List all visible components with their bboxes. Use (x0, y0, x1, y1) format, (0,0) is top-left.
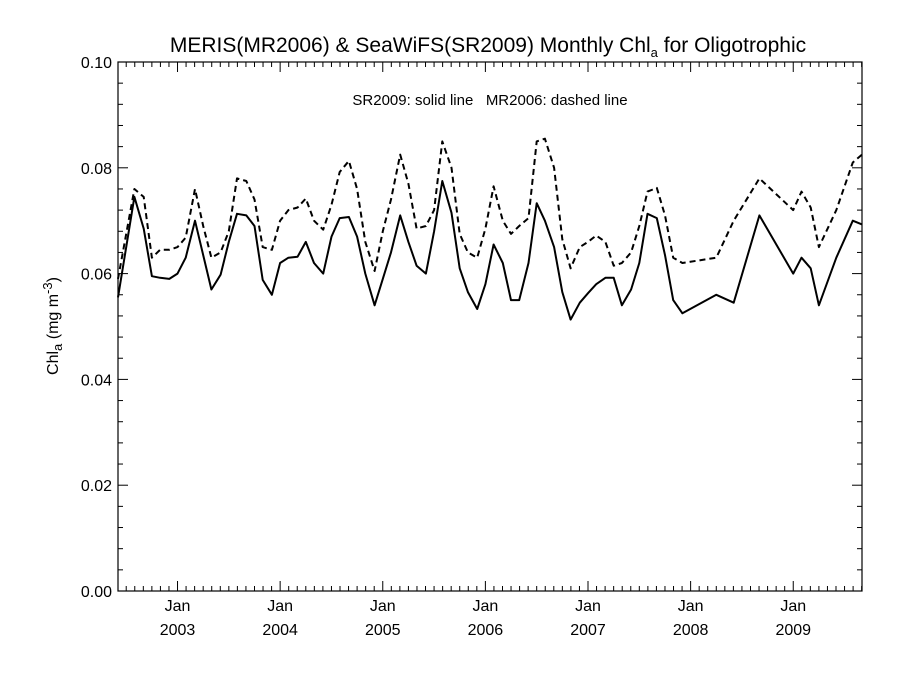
y-tick-label: 0.08 (81, 161, 112, 178)
x-tick-month-label: Jan (267, 598, 293, 615)
ylabel-subscript: a (50, 343, 65, 351)
y-tick-label: 0.00 (81, 584, 112, 601)
ylabel-unit: (mg m (45, 294, 62, 344)
ylabel-main: Chl (45, 351, 62, 375)
x-ticks: Jan 2003 Jan 2004 Jan 2005 Jan 2006 Jan 2007 Jan 20… (125, 62, 863, 639)
plot-frame (117, 61, 863, 592)
series-line-sr2009 (117, 180, 863, 321)
x-tick-year-label: 2003 (160, 622, 196, 639)
series-group (117, 137, 863, 321)
x-tick-month-label: Jan (678, 598, 704, 615)
x-tick-year-label: 2008 (673, 622, 709, 639)
y-axis-label: Chla (mg m-3) (40, 277, 65, 375)
x-tick-year-label: 2007 (570, 622, 606, 639)
title-subscript: a (651, 45, 659, 60)
x-tick-month-label: Jan (370, 598, 396, 615)
y-ticks: 0.00 0.02 0.04 0.06 0.08 0.10 (81, 55, 862, 601)
y-tick-label: 0.04 (81, 372, 112, 389)
x-tick-year-label: 2009 (775, 622, 811, 639)
x-tick-month-label: Jan (165, 598, 191, 615)
x-tick-month-label: Jan (575, 598, 601, 615)
x-tick-month-label: Jan (780, 598, 806, 615)
title-tail: for Oligotrophic (658, 34, 806, 57)
x-tick-year-label: 2005 (365, 622, 401, 639)
chart-title: MERIS(MR2006) & SeaWiFS(SR2009) Monthly … (170, 34, 806, 60)
ylabel-close: ) (45, 277, 62, 282)
y-tick-label: 0.10 (81, 55, 112, 72)
ylabel-superscript: -3 (40, 282, 55, 294)
x-tick-year-label: 2004 (262, 622, 298, 639)
series-line-mr2006 (117, 137, 863, 280)
y-tick-label: 0.02 (81, 478, 112, 495)
legend-annotation: SR2009: solid line MR2006: dashed line (352, 92, 627, 109)
title-main: MERIS(MR2006) & SeaWiFS(SR2009) Monthly … (170, 34, 651, 57)
y-tick-label: 0.06 (81, 267, 112, 284)
x-tick-year-label: 2006 (468, 622, 504, 639)
x-tick-month-label: Jan (472, 598, 498, 615)
